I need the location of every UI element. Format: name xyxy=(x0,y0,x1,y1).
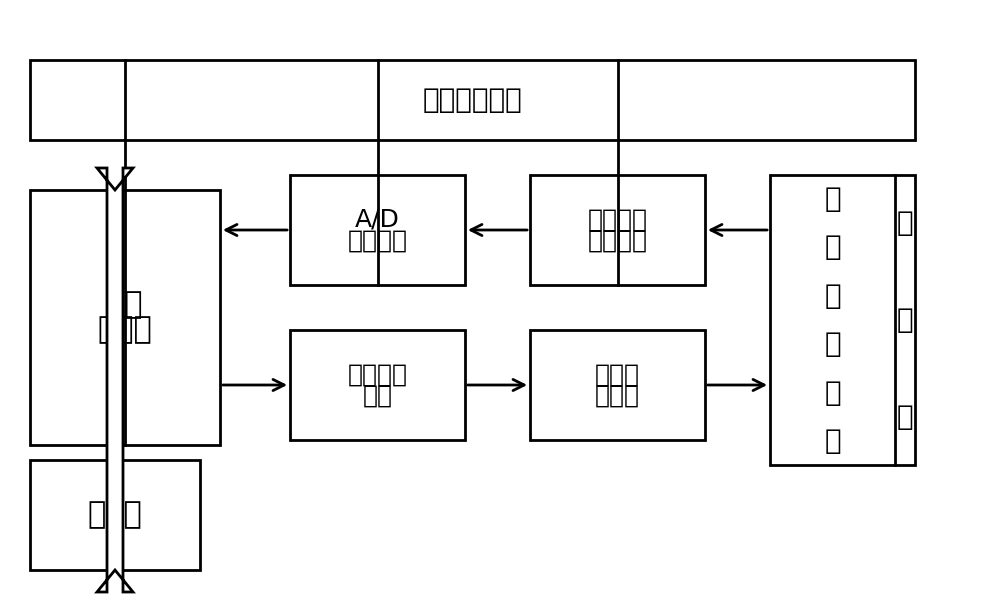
Text: 爆: 爆 xyxy=(824,282,841,310)
Text: 控制: 控制 xyxy=(107,291,143,319)
Text: 粉: 粉 xyxy=(824,185,841,213)
Text: 滤波电路: 滤波电路 xyxy=(588,228,648,252)
Text: 计算机: 计算机 xyxy=(88,501,142,529)
Bar xyxy=(290,330,465,440)
Bar xyxy=(30,460,200,570)
Bar xyxy=(30,190,220,445)
Text: 度: 度 xyxy=(824,427,841,455)
Text: 电路: 电路 xyxy=(362,383,392,408)
Text: 温: 温 xyxy=(824,378,841,406)
Text: 信号发生: 信号发生 xyxy=(348,363,408,387)
Text: A/D: A/D xyxy=(355,207,400,232)
Text: 大电路: 大电路 xyxy=(595,383,640,408)
Bar xyxy=(530,330,705,440)
Text: 电源管理电路: 电源管理电路 xyxy=(423,86,522,114)
Text: 尘: 尘 xyxy=(824,234,841,261)
Text: 处理器: 处理器 xyxy=(98,316,152,345)
Text: 感: 感 xyxy=(897,306,913,334)
Text: 燃: 燃 xyxy=(824,330,841,358)
Text: 器: 器 xyxy=(897,403,913,431)
Text: 信号放大: 信号放大 xyxy=(588,207,648,232)
Bar xyxy=(530,175,705,285)
Text: 驱动放: 驱动放 xyxy=(595,363,640,387)
Bar xyxy=(290,175,465,285)
Bar xyxy=(770,175,915,465)
Text: 转换电路: 转换电路 xyxy=(348,228,408,252)
Text: 传: 传 xyxy=(897,209,913,237)
Bar xyxy=(30,60,915,140)
Polygon shape xyxy=(97,168,133,592)
